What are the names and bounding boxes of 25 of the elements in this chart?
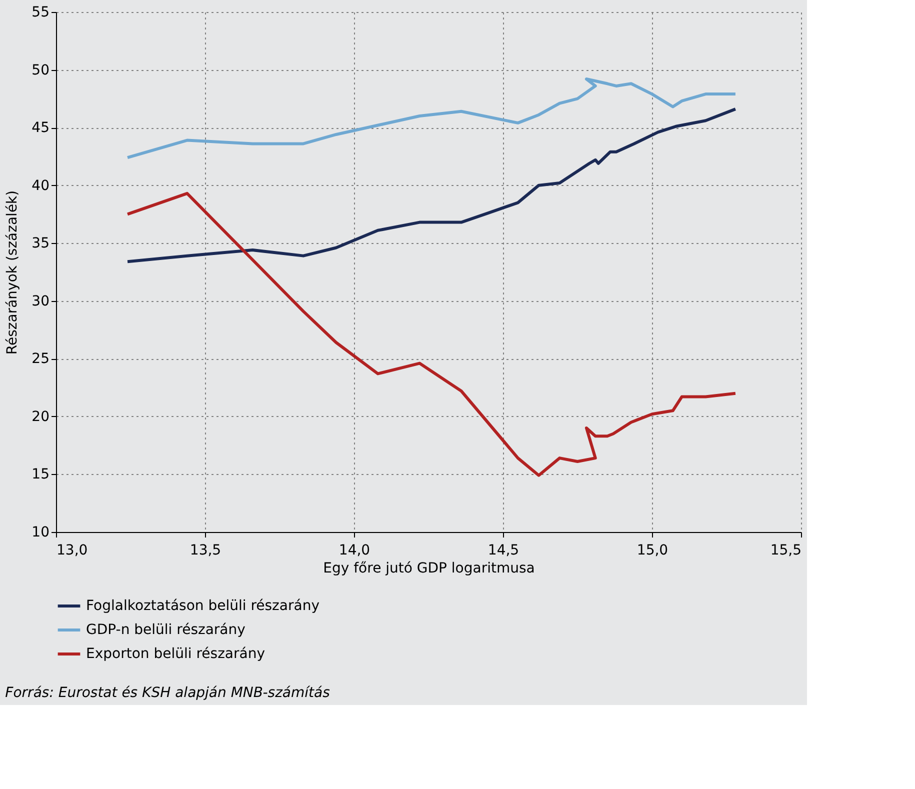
legend-label: Exporton belüli részarány bbox=[86, 646, 265, 662]
y-tick-label: 25 bbox=[32, 351, 50, 368]
x-tick-label: 13,5 bbox=[190, 542, 222, 558]
line-series bbox=[126, 78, 737, 160]
y-tick-label: 15 bbox=[32, 466, 50, 483]
y-axis-title: Részarányok (százalék) bbox=[4, 190, 21, 355]
x-tick-label: 14,0 bbox=[338, 542, 370, 558]
y-tick-label: 20 bbox=[32, 408, 50, 425]
legend-label: GDP-n belüli részarány bbox=[86, 622, 246, 638]
line-series bbox=[126, 192, 737, 477]
x-tick-label: 15,0 bbox=[636, 542, 668, 558]
legend-label: Foglalkoztatáson belüli részarány bbox=[86, 598, 320, 614]
line-series bbox=[126, 108, 737, 264]
x-tick-label: 13,0 bbox=[56, 542, 88, 558]
x-tick-label: 14,5 bbox=[488, 542, 520, 558]
y-tick-label: 30 bbox=[32, 293, 50, 310]
x-tick-label: 15,5 bbox=[770, 542, 802, 558]
y-tick-label: 50 bbox=[32, 62, 50, 78]
y-tick-label: 55 bbox=[32, 4, 50, 20]
y-tick-label: 10 bbox=[32, 524, 50, 540]
y-tick-label: 45 bbox=[32, 120, 50, 136]
x-axis-title: Egy főre jutó GDP logaritmusa bbox=[323, 560, 535, 576]
text: Forrás: Eurostat és KSH alapján MNB-számítás bbox=[5, 685, 330, 701]
y-tick-label: 40 bbox=[32, 178, 50, 194]
y-tick-label: 35 bbox=[32, 236, 50, 252]
